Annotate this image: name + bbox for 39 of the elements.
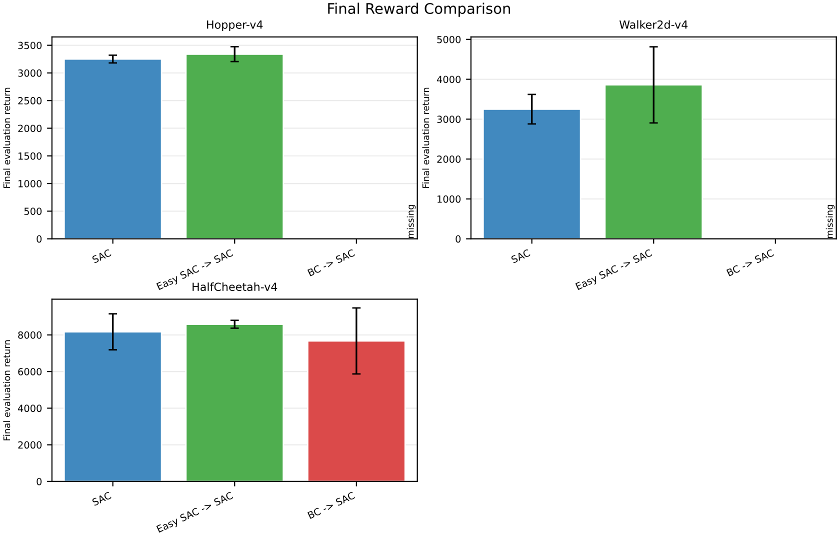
bar xyxy=(307,340,406,482)
y-tick-label: 4000 xyxy=(436,76,461,84)
y-tick-label: 2000 xyxy=(18,124,42,132)
y-axis-title: Final evaluation return xyxy=(3,340,10,440)
y-tick-label: 1000 xyxy=(18,180,42,188)
x-tick-label: BC -> SAC xyxy=(307,248,356,276)
y-tick-label: 5000 xyxy=(437,36,461,44)
y-tick-label: 3000 xyxy=(18,69,42,77)
x-tick-label: Easy SAC -> SAC xyxy=(575,248,654,292)
y-tick-label: 2500 xyxy=(18,97,42,104)
x-tick-label: SAC xyxy=(92,492,112,506)
y-tick-label: 0 xyxy=(456,235,461,243)
y-tick-label: 3000 xyxy=(437,116,461,123)
y-tick-label: 4000 xyxy=(18,404,42,412)
y-tick-label: 0 xyxy=(36,235,42,243)
chart-title: Hopper-v4 xyxy=(207,20,263,31)
y-tick-label: 2000 xyxy=(437,156,461,163)
y-tick-label: 2000 xyxy=(18,441,42,449)
annotation: missing xyxy=(826,204,835,238)
y-tick-label: 3500 xyxy=(18,42,42,50)
y-tick-label: 1500 xyxy=(18,152,42,160)
bar xyxy=(63,331,162,482)
y-tick-label: 500 xyxy=(24,208,42,215)
x-tick-label: BC -> SAC xyxy=(307,492,356,520)
y-axis-title: Final evaluation return xyxy=(422,88,430,188)
bar xyxy=(185,324,284,482)
x-tick-label: SAC xyxy=(92,248,112,264)
annotation: missing xyxy=(406,204,416,238)
y-tick-label: 6000 xyxy=(18,368,42,376)
y-tick-label: 8000 xyxy=(18,331,42,339)
chart-title: Walker2d-v4 xyxy=(619,20,688,29)
x-tick-label: Easy SAC -> SAC xyxy=(156,492,234,534)
y-tick-label: 0 xyxy=(36,478,42,486)
x-tick-label: BC -> SAC xyxy=(726,248,774,276)
y-axis-title: Final evaluation return xyxy=(3,88,10,188)
y-tick-label: 1000 xyxy=(438,195,461,203)
text: Final Reward Comparison xyxy=(328,2,510,17)
x-tick-label: SAC xyxy=(510,248,531,264)
chart-title: HalfCheetah-v4 xyxy=(192,282,278,292)
